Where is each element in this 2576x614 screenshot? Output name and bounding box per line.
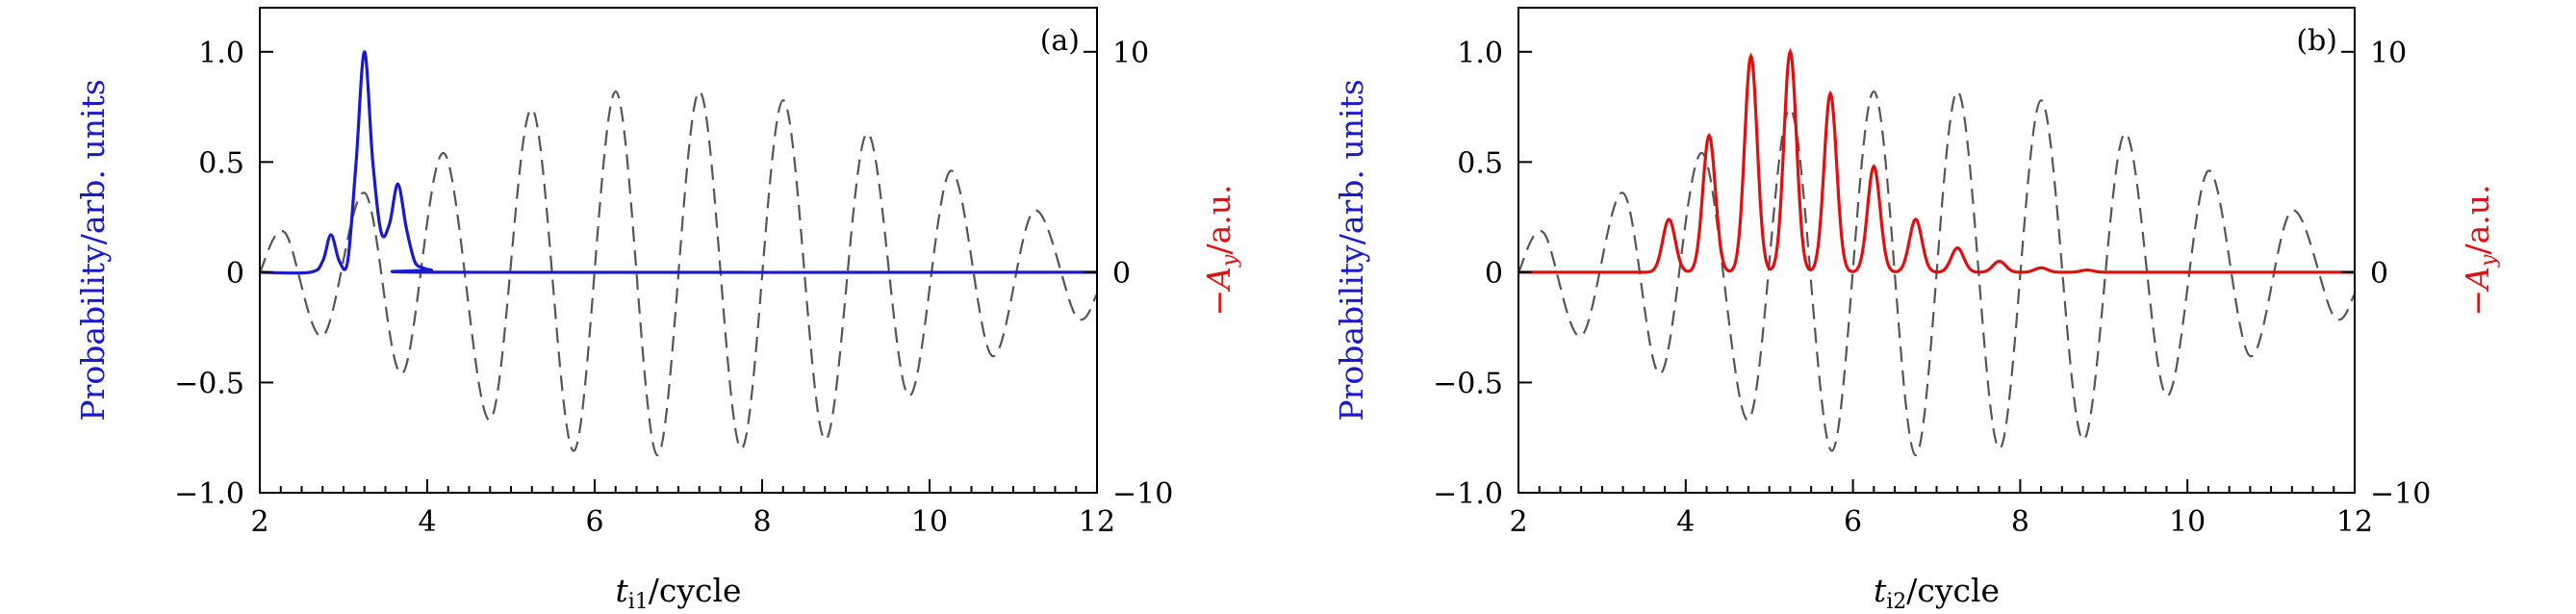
- y-tick-label: 0: [226, 257, 244, 291]
- x-tick-label: 4: [1676, 505, 1695, 539]
- field-series-line: [260, 90, 1097, 457]
- y-right-tick-label: 0: [2370, 257, 2388, 291]
- x-tick-label: 10: [2169, 505, 2206, 539]
- x-tick-label: 10: [911, 505, 948, 539]
- x-tick-label: 12: [1079, 505, 1115, 539]
- plot-frame: [259, 7, 1098, 494]
- x-tick-label: 8: [752, 505, 771, 539]
- y-right-tick-label: 10: [1112, 37, 1149, 70]
- x-axis-label: ti1/cycle: [615, 572, 741, 614]
- y-tick-label: −0.5: [174, 367, 244, 400]
- y-tick-label: 0.5: [198, 146, 244, 180]
- x-tick-label: 6: [1844, 505, 1862, 539]
- y-right-tick-label: −10: [2370, 477, 2431, 511]
- y-tick-label: 1.0: [1457, 37, 1503, 70]
- x-tick-label: 4: [418, 505, 436, 539]
- x-tick-label: 2: [1509, 505, 1527, 539]
- y-axis-label: Probability/arb. units: [1333, 79, 1370, 421]
- panel-label: (b): [2296, 24, 2337, 58]
- y-right-tick-label: 0: [1112, 257, 1131, 291]
- y-tick-label: 0: [1485, 257, 1503, 291]
- panel-b: 2 4 6 8 10 12 −1.0 −0.5 0 0.5 1.0 −10 0 10 (b) ti2/cycl…: [1333, 7, 2501, 614]
- x-tick-label: 12: [2336, 505, 2373, 539]
- x-tick-label: 2: [250, 505, 268, 539]
- probability-series-line: [260, 50, 1097, 275]
- x-tick-label: 6: [585, 505, 603, 539]
- y-right-axis-label: −Ay/a.u.: [2459, 185, 2501, 317]
- y-tick-label: 0.5: [1457, 146, 1503, 180]
- panel-label: (a): [1040, 24, 1080, 58]
- y-right-axis-label: −Ay/a.u.: [1200, 185, 1242, 317]
- y-tick-label: 1.0: [198, 37, 244, 70]
- plot-frame: [1518, 7, 2356, 494]
- y-right-tick-label: −10: [1112, 477, 1173, 511]
- field-series-line: [1518, 90, 2355, 457]
- y-tick-label: −1.0: [174, 477, 244, 511]
- y-tick-label: −0.5: [1433, 367, 1503, 400]
- y-axis-label: Probability/arb. units: [74, 79, 112, 421]
- panel-a: 2 4 6 8 10 12 −1.0 −0.5 0 0.5 1.0 −10 0 10 (a) ti1/cycl…: [74, 7, 1242, 614]
- y-tick-label: −1.0: [1433, 477, 1503, 511]
- probability-series-line: [1518, 47, 2355, 274]
- x-axis-label: ti2/cycle: [1874, 572, 2000, 614]
- x-tick-label: 8: [2011, 505, 2029, 539]
- y-right-tick-label: 10: [2370, 37, 2407, 70]
